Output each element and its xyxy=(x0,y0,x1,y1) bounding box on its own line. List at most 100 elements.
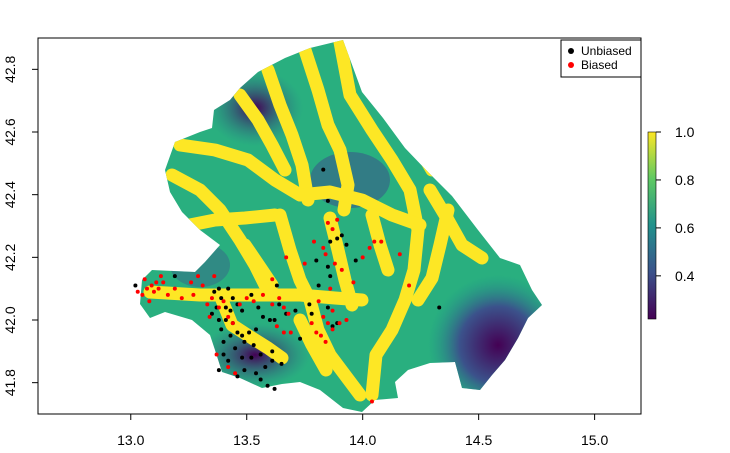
point-biased xyxy=(226,365,231,369)
point-unbiased xyxy=(221,339,226,344)
point-biased xyxy=(230,321,235,326)
point-unbiased xyxy=(212,289,217,294)
point-biased xyxy=(277,296,282,301)
point-unbiased xyxy=(216,286,221,291)
point-unbiased xyxy=(172,274,177,279)
x-tick-label: 13.5 xyxy=(233,432,260,448)
point-unbiased xyxy=(133,283,138,288)
point-unbiased xyxy=(321,167,326,172)
point-biased xyxy=(351,280,356,285)
legend-box xyxy=(560,39,642,78)
point-biased xyxy=(316,299,321,304)
point-unbiased xyxy=(272,386,277,391)
point-biased xyxy=(142,277,147,282)
legend-label-unbiased: Unbiased xyxy=(581,44,632,58)
point-unbiased xyxy=(256,305,261,310)
point-biased xyxy=(221,299,226,304)
point-unbiased xyxy=(330,324,335,329)
point-unbiased xyxy=(219,327,224,332)
point-unbiased xyxy=(251,343,256,348)
y-tick-label: 42.6 xyxy=(2,118,18,145)
point-biased xyxy=(323,252,328,257)
point-biased xyxy=(330,327,335,332)
point-unbiased xyxy=(219,296,224,301)
suitability-raster xyxy=(140,40,542,412)
legend-label-biased: Biased xyxy=(581,58,618,72)
point-unbiased xyxy=(233,346,238,351)
point-unbiased xyxy=(226,358,231,363)
legend: Unbiased Biased xyxy=(560,39,642,78)
point-biased xyxy=(286,311,291,316)
point-biased xyxy=(309,321,314,326)
point-unbiased xyxy=(314,258,319,263)
point-biased xyxy=(372,239,377,244)
point-unbiased xyxy=(235,330,240,335)
point-unbiased xyxy=(298,336,303,341)
point-unbiased xyxy=(274,283,279,288)
point-unbiased xyxy=(325,198,330,203)
point-biased xyxy=(274,324,279,329)
point-biased xyxy=(158,274,163,279)
point-unbiased xyxy=(209,311,214,316)
legend-marker-unbiased xyxy=(568,48,574,54)
point-biased xyxy=(332,261,337,266)
point-biased xyxy=(156,286,161,291)
point-biased xyxy=(330,227,335,232)
point-biased xyxy=(161,280,166,285)
point-unbiased xyxy=(240,355,245,360)
point-unbiased xyxy=(258,352,263,357)
point-unbiased xyxy=(344,242,349,247)
point-biased xyxy=(367,245,372,250)
point-unbiased xyxy=(247,330,252,335)
point-unbiased xyxy=(223,305,228,310)
y-tick-label: 42.2 xyxy=(2,243,18,270)
x-tick-label: 14.5 xyxy=(465,432,492,448)
points-layer xyxy=(133,167,442,404)
point-unbiased xyxy=(249,355,254,360)
point-unbiased xyxy=(328,239,333,244)
point-unbiased xyxy=(277,302,282,307)
point-biased xyxy=(281,330,286,335)
point-unbiased xyxy=(235,374,240,379)
point-unbiased xyxy=(216,318,221,322)
point-unbiased xyxy=(263,365,268,369)
point-biased xyxy=(191,292,196,297)
point-unbiased xyxy=(279,361,284,366)
point-biased xyxy=(288,330,293,335)
point-biased xyxy=(397,252,402,257)
point-biased xyxy=(270,277,275,282)
point-biased xyxy=(147,299,152,304)
point-unbiased xyxy=(325,305,330,310)
y-tick-label: 42.0 xyxy=(2,306,18,333)
point-biased xyxy=(302,261,307,266)
point-biased xyxy=(151,289,156,294)
point-biased xyxy=(140,292,145,297)
point-biased xyxy=(369,399,374,404)
point-biased xyxy=(251,299,256,304)
point-unbiased xyxy=(254,371,259,376)
point-biased xyxy=(165,292,170,297)
point-unbiased xyxy=(437,305,442,310)
point-biased xyxy=(196,274,201,279)
point-biased xyxy=(323,339,328,344)
point-biased xyxy=(207,314,212,319)
point-unbiased xyxy=(258,377,263,382)
point-biased xyxy=(154,280,159,285)
point-biased xyxy=(321,314,326,319)
point-unbiased xyxy=(226,286,231,291)
colorbar-tick-label: 0.4 xyxy=(675,268,695,284)
colorbar: 0.4 0.6 0.8 1.0 xyxy=(647,124,695,320)
point-biased xyxy=(226,314,231,319)
x-tick-label: 14.0 xyxy=(349,432,376,448)
point-unbiased xyxy=(223,318,228,322)
colorbar-tick-label: 1.0 xyxy=(675,124,695,140)
colorbar-tick-label: 0.8 xyxy=(675,172,695,188)
point-biased xyxy=(314,330,319,335)
point-biased xyxy=(205,302,210,307)
point-unbiased xyxy=(353,258,358,263)
point-unbiased xyxy=(307,302,312,307)
point-unbiased xyxy=(335,236,340,241)
point-biased xyxy=(360,255,365,260)
x-tick-label: 13.0 xyxy=(117,432,144,448)
